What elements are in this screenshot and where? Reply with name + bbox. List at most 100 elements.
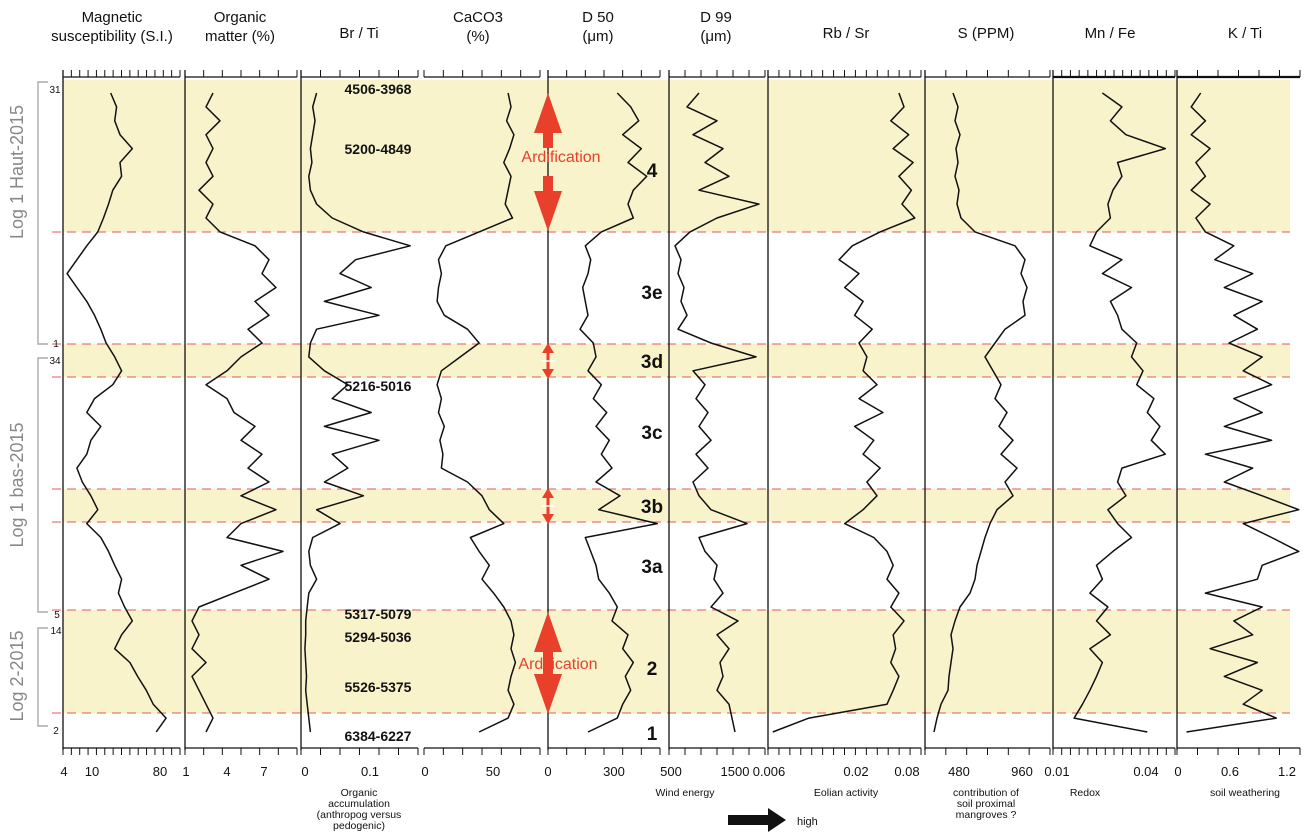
depth-mark: 31 [49,85,61,96]
unit-label-4: 4 [647,161,658,182]
tick-label: 0 [301,764,308,779]
unit-band-4 [63,80,1290,232]
tick-label: 4 [223,764,230,779]
age-label: 4506-3968 [345,81,412,97]
column-caption: soil proximal [957,798,1015,810]
small-arrow-down [542,369,554,379]
age-label: 5200-4849 [345,141,412,157]
tick-label: 0.006 [753,764,786,779]
tick-label: 0 [421,764,428,779]
arrow-up [534,93,562,148]
column-title: matter (%) [205,28,275,45]
tick-label: 0.6 [1221,764,1239,779]
aridification-label: Ardification [521,149,600,166]
depth-mark: 14 [50,626,62,637]
unit-label-3a: 3a [641,557,663,578]
column-caption: pedogenic) [333,820,385,832]
tick-label: 0 [544,764,551,779]
tick-label: 0.01 [1044,764,1069,779]
age-label: 6384-6227 [345,728,412,744]
column-titles: Magnetic susceptibility (S.I.) Organic matt… [51,9,1262,45]
age-label: 5317-5079 [345,606,412,622]
unit-label-3c: 3c [641,423,663,444]
log-bracket [37,81,48,345]
tick-label: 1.2 [1278,764,1296,779]
tick-label: 500 [660,764,682,779]
tick-label: 0.04 [1133,764,1158,779]
log-label: Log 2-2015 [7,630,27,721]
column-title: (%) [466,28,489,45]
column-title: Rb / Sr [823,25,870,42]
small-arrow-down [542,514,554,524]
unit-label-2: 2 [647,659,658,680]
tick-label: 1 [182,764,189,779]
tick-label: 1500 [721,764,750,779]
depth-mark: 1 [53,339,59,350]
trace-0 [66,92,167,733]
log-bracket [37,357,48,613]
unit-boundaries [52,231,1290,714]
column-caption: soil weathering [1210,787,1280,799]
column-caption: contribution of [953,787,1019,799]
column-caption: Redox [1070,787,1101,799]
small-arrow-up [542,488,554,498]
column-caption: mangroves ? [956,809,1017,821]
column-title: CaCO3 [453,9,503,26]
column-title: K / Ti [1228,25,1262,42]
profile-traces [66,92,1300,733]
depth-mark: 34 [49,356,61,367]
column-caption: Eolian activity [814,787,879,799]
annotations: 4 3e 3d 3c 3b 3a 2 1 4506-3968 5200-4849 5216-5016… [7,81,818,832]
unit-band-2 [63,610,1290,713]
column-title: Organic [214,9,267,26]
unit-label-3e: 3e [641,283,662,304]
high-arrow-icon [728,808,786,832]
trace-6 [772,92,916,733]
column-title: susceptibility (S.I.) [51,28,173,45]
trace-3 [436,92,517,733]
tick-label: 480 [948,764,970,779]
column-title: Magnetic [82,9,143,26]
trace-1 [191,92,284,733]
depth-mark: 2 [53,726,59,737]
trace-5 [674,92,760,733]
small-arrow-up [542,343,554,353]
tick-labels: 4 10 80 1 4 7 0 0.1 0 50 0 300 500 1500 0.006 0.02 0.08 4… [60,764,1296,779]
tick-label: 0.02 [843,764,868,779]
tick-label: 960 [1011,764,1033,779]
log-bracket [37,627,48,727]
unit-label-3b: 3b [641,497,663,518]
tick-label: 50 [486,764,500,779]
log-label: Log 1 Haut-2015 [7,105,27,239]
arrow-down [534,659,562,714]
log-label: Log 1 bas-2015 [7,422,27,547]
column-caption: Organic [341,787,378,799]
column-title: (μm) [700,28,731,45]
tick-label: 0.08 [894,764,919,779]
tick-label: 80 [153,764,167,779]
trace-2 [304,92,411,733]
tick-label: 10 [85,764,99,779]
depth-mark: 5 [54,610,60,621]
aridification-label: Ardification [518,656,597,673]
unit-band-3d [63,344,1290,377]
age-label: 5216-5016 [345,378,412,394]
tick-label: 0 [1174,764,1181,779]
column-title: D 99 [700,9,732,26]
arrow-up [534,612,562,667]
unit-label-3d: 3d [641,352,663,373]
trace-9 [1186,92,1300,733]
unit-bands [63,80,1290,713]
column-caption: (anthropog versus [317,809,402,821]
tick-label: 7 [260,764,267,779]
unit-band-3b [63,489,1290,522]
tick-label: 0.1 [361,764,379,779]
column-title: (μm) [582,28,613,45]
trace-4 [579,92,659,733]
age-label: 5294-5036 [345,629,412,645]
tick-label: 4 [60,764,67,779]
trace-7 [933,92,1028,733]
column-title: Mn / Fe [1085,25,1136,42]
tick-label: 300 [603,764,625,779]
unit-label-1: 1 [647,724,658,745]
